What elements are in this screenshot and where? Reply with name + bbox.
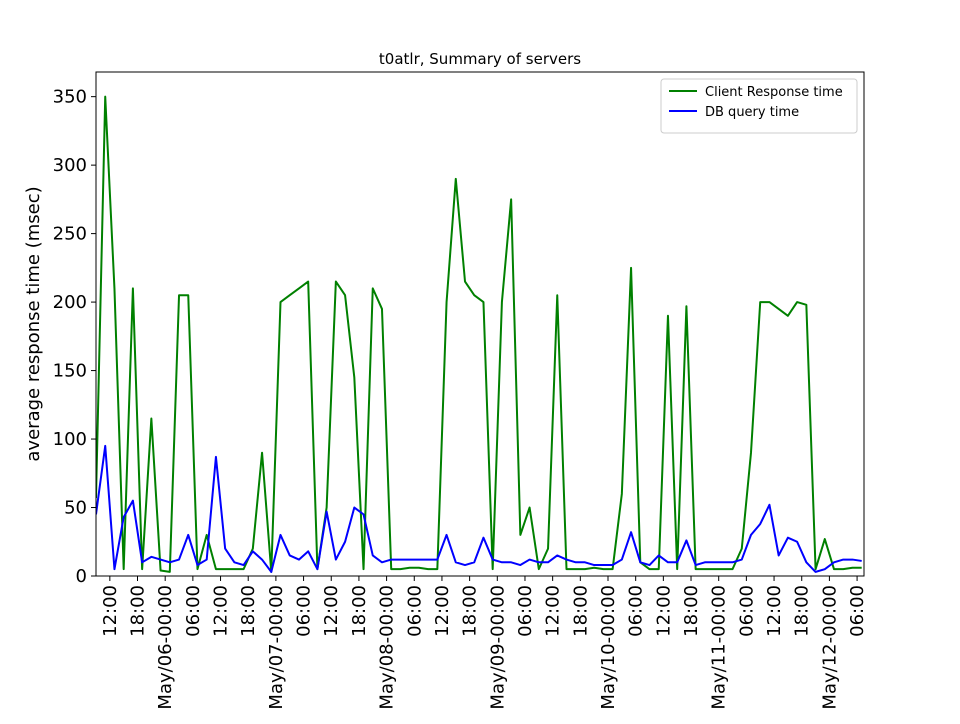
- legend-label: Client Response time: [705, 85, 843, 100]
- x-tick-label: 06:00: [294, 585, 315, 637]
- y-tick-label: 50: [64, 498, 87, 519]
- x-tick-label: 06:00: [847, 585, 868, 637]
- x-tick-label: 06:00: [183, 585, 204, 637]
- series-line: [96, 95, 862, 573]
- y-tick-label: 250: [53, 224, 87, 245]
- x-tick-label: May/09-00:00: [487, 585, 508, 710]
- legend-label: DB query time: [705, 105, 799, 120]
- x-tick-label: 06:00: [626, 585, 647, 637]
- x-tick-label: 18:00: [460, 585, 481, 637]
- x-tick-label: 18:00: [570, 585, 591, 637]
- x-tick-label: 06:00: [736, 585, 757, 637]
- x-tick-label: 18:00: [128, 585, 149, 637]
- x-tick-label: 12:00: [653, 585, 674, 637]
- chart-title: t0atlr, Summary of servers: [379, 50, 581, 68]
- x-tick-label: 06:00: [515, 585, 536, 637]
- x-tick-label: 18:00: [681, 585, 702, 637]
- y-tick-label: 350: [53, 87, 87, 108]
- x-tick-label: 18:00: [238, 585, 259, 637]
- x-tick-label: 12:00: [100, 585, 121, 637]
- x-tick-label: May/12-00:00: [819, 585, 840, 710]
- x-tick-label: 12:00: [764, 585, 785, 637]
- x-tick-label: May/10-00:00: [598, 585, 619, 710]
- x-tick-label: May/11-00:00: [709, 585, 730, 710]
- y-tick-label: 0: [76, 566, 87, 587]
- x-tick-label: May/06-00:00: [155, 585, 176, 710]
- x-tick-label: May/07-00:00: [266, 585, 287, 710]
- plot-frame: [95, 71, 865, 577]
- y-tick-label: 200: [53, 292, 87, 313]
- x-tick-label: 18:00: [792, 585, 813, 637]
- x-tick-label: 12:00: [543, 585, 564, 637]
- y-tick-label: 150: [53, 361, 87, 382]
- x-tick-label: 12:00: [432, 585, 453, 637]
- x-tick-label: May/08-00:00: [377, 585, 398, 710]
- y-tick-label: 100: [53, 429, 87, 450]
- x-tick-label: 12:00: [321, 585, 342, 637]
- series-line: [96, 444, 862, 573]
- legend-box: [660, 78, 858, 134]
- y-tick-label: 300: [53, 155, 87, 176]
- x-tick-label: 12:00: [211, 585, 232, 637]
- x-tick-label: 18:00: [349, 585, 370, 637]
- x-tick-label: 06:00: [404, 585, 425, 637]
- y-axis-label: average response time (msec): [23, 186, 44, 461]
